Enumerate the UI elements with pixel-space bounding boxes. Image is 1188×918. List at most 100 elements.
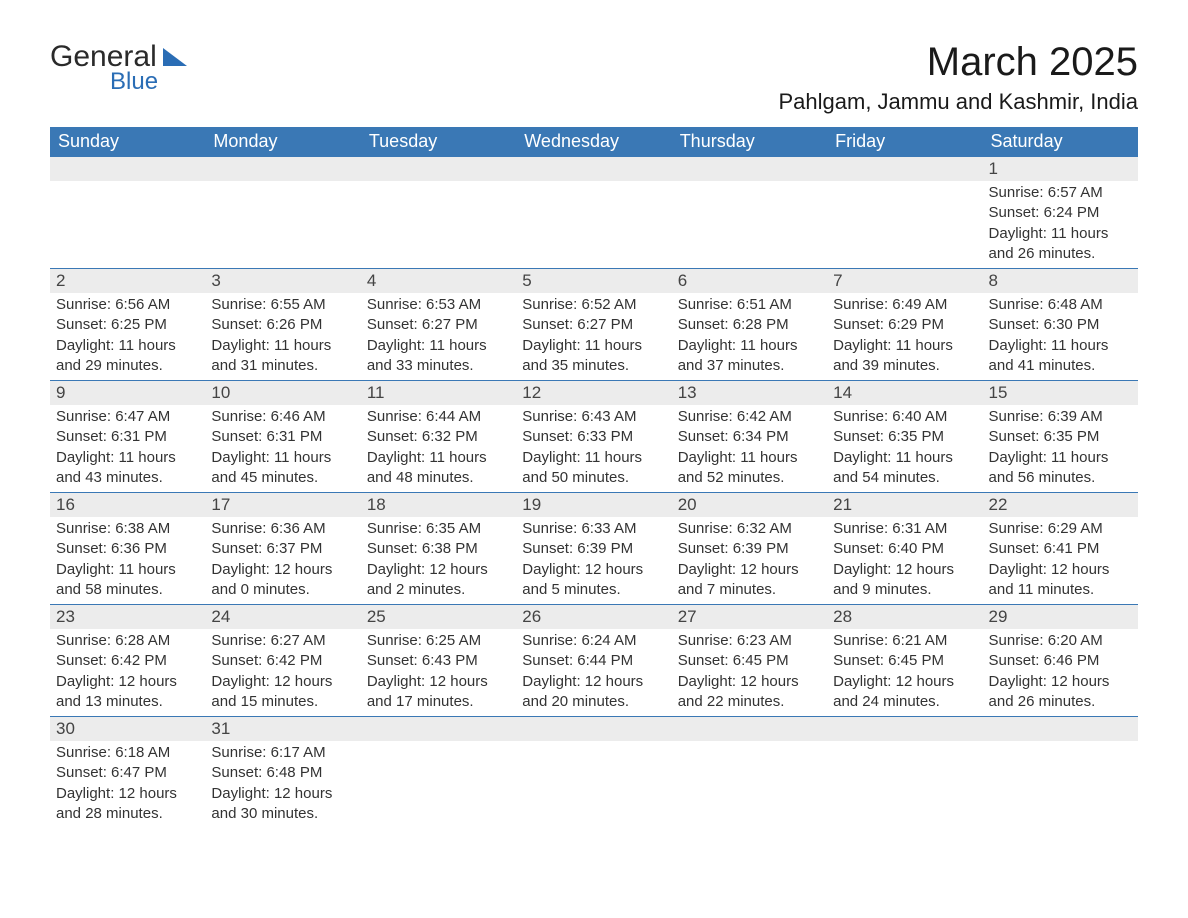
day-sunrise: Sunrise: 6:27 AM (211, 631, 354, 651)
day-sunrise: Sunrise: 6:46 AM (211, 407, 354, 427)
day-details: Sunrise: 6:24 AMSunset: 6:44 PMDaylight:… (516, 629, 671, 716)
day-details (516, 181, 671, 187)
weekday-header: Saturday (983, 127, 1138, 157)
day-day2: and 20 minutes. (522, 692, 665, 712)
calendar-day-cell: 24Sunrise: 6:27 AMSunset: 6:42 PMDayligh… (205, 605, 360, 717)
day-sunrise: Sunrise: 6:35 AM (367, 519, 510, 539)
calendar-day-cell: 14Sunrise: 6:40 AMSunset: 6:35 PMDayligh… (827, 381, 982, 493)
day-details (205, 181, 360, 187)
day-details (672, 741, 827, 747)
day-sunrise: Sunrise: 6:53 AM (367, 295, 510, 315)
calendar-day-cell: 11Sunrise: 6:44 AMSunset: 6:32 PMDayligh… (361, 381, 516, 493)
day-number: 8 (983, 269, 1138, 293)
day-day2: and 35 minutes. (522, 356, 665, 376)
day-details (361, 741, 516, 747)
day-details: Sunrise: 6:23 AMSunset: 6:45 PMDaylight:… (672, 629, 827, 716)
month-title: March 2025 (778, 40, 1138, 85)
calendar-day-cell: 2Sunrise: 6:56 AMSunset: 6:25 PMDaylight… (50, 269, 205, 381)
day-sunrise: Sunrise: 6:44 AM (367, 407, 510, 427)
day-number: 5 (516, 269, 671, 293)
calendar-day-cell: 27Sunrise: 6:23 AMSunset: 6:45 PMDayligh… (672, 605, 827, 717)
day-day1: Daylight: 12 hours (211, 672, 354, 692)
calendar-day-cell (827, 157, 982, 269)
day-day1: Daylight: 12 hours (833, 672, 976, 692)
calendar-day-cell: 18Sunrise: 6:35 AMSunset: 6:38 PMDayligh… (361, 493, 516, 605)
weekday-header-row: Sunday Monday Tuesday Wednesday Thursday… (50, 127, 1138, 157)
day-day1: Daylight: 12 hours (833, 560, 976, 580)
day-number: 13 (672, 381, 827, 405)
calendar-week-row: 23Sunrise: 6:28 AMSunset: 6:42 PMDayligh… (50, 605, 1138, 717)
day-details: Sunrise: 6:18 AMSunset: 6:47 PMDaylight:… (50, 741, 205, 828)
day-day2: and 33 minutes. (367, 356, 510, 376)
day-day2: and 45 minutes. (211, 468, 354, 488)
day-sunset: Sunset: 6:37 PM (211, 539, 354, 559)
day-day2: and 0 minutes. (211, 580, 354, 600)
day-number: 31 (205, 717, 360, 741)
day-day1: Daylight: 12 hours (989, 672, 1132, 692)
day-day1: Daylight: 11 hours (989, 448, 1132, 468)
calendar-week-row: 9Sunrise: 6:47 AMSunset: 6:31 PMDaylight… (50, 381, 1138, 493)
calendar-day-cell (516, 717, 671, 829)
day-number: 27 (672, 605, 827, 629)
calendar-week-row: 16Sunrise: 6:38 AMSunset: 6:36 PMDayligh… (50, 493, 1138, 605)
day-sunrise: Sunrise: 6:20 AM (989, 631, 1132, 651)
day-day1: Daylight: 11 hours (56, 448, 199, 468)
day-number (516, 157, 671, 181)
day-number: 1 (983, 157, 1138, 181)
day-day1: Daylight: 12 hours (989, 560, 1132, 580)
day-day2: and 7 minutes. (678, 580, 821, 600)
day-details: Sunrise: 6:33 AMSunset: 6:39 PMDaylight:… (516, 517, 671, 604)
day-sunset: Sunset: 6:39 PM (522, 539, 665, 559)
day-number (50, 157, 205, 181)
calendar-day-cell: 7Sunrise: 6:49 AMSunset: 6:29 PMDaylight… (827, 269, 982, 381)
day-number (827, 717, 982, 741)
calendar-day-cell: 9Sunrise: 6:47 AMSunset: 6:31 PMDaylight… (50, 381, 205, 493)
day-details (827, 181, 982, 187)
day-number: 16 (50, 493, 205, 517)
calendar-day-cell: 22Sunrise: 6:29 AMSunset: 6:41 PMDayligh… (983, 493, 1138, 605)
day-sunrise: Sunrise: 6:28 AM (56, 631, 199, 651)
calendar-day-cell: 17Sunrise: 6:36 AMSunset: 6:37 PMDayligh… (205, 493, 360, 605)
calendar-day-cell (983, 717, 1138, 829)
day-details (361, 181, 516, 187)
day-sunset: Sunset: 6:27 PM (367, 315, 510, 335)
day-details (516, 741, 671, 747)
day-number: 6 (672, 269, 827, 293)
day-number: 10 (205, 381, 360, 405)
day-number: 24 (205, 605, 360, 629)
day-sunrise: Sunrise: 6:36 AM (211, 519, 354, 539)
day-details (983, 741, 1138, 747)
day-day1: Daylight: 11 hours (211, 448, 354, 468)
calendar-day-cell (205, 157, 360, 269)
day-sunrise: Sunrise: 6:29 AM (989, 519, 1132, 539)
calendar-day-cell (361, 717, 516, 829)
day-sunset: Sunset: 6:29 PM (833, 315, 976, 335)
day-day2: and 41 minutes. (989, 356, 1132, 376)
day-details: Sunrise: 6:25 AMSunset: 6:43 PMDaylight:… (361, 629, 516, 716)
day-sunrise: Sunrise: 6:52 AM (522, 295, 665, 315)
calendar-week-row: 1Sunrise: 6:57 AMSunset: 6:24 PMDaylight… (50, 157, 1138, 269)
day-details (50, 181, 205, 187)
day-details (827, 741, 982, 747)
day-day2: and 50 minutes. (522, 468, 665, 488)
day-number: 7 (827, 269, 982, 293)
day-sunrise: Sunrise: 6:25 AM (367, 631, 510, 651)
day-number: 17 (205, 493, 360, 517)
weekday-header: Sunday (50, 127, 205, 157)
weekday-header: Wednesday (516, 127, 671, 157)
calendar-week-row: 2Sunrise: 6:56 AMSunset: 6:25 PMDaylight… (50, 269, 1138, 381)
day-number: 19 (516, 493, 671, 517)
calendar-day-cell: 12Sunrise: 6:43 AMSunset: 6:33 PMDayligh… (516, 381, 671, 493)
calendar-day-cell: 16Sunrise: 6:38 AMSunset: 6:36 PMDayligh… (50, 493, 205, 605)
day-day2: and 43 minutes. (56, 468, 199, 488)
day-details: Sunrise: 6:32 AMSunset: 6:39 PMDaylight:… (672, 517, 827, 604)
location-subtitle: Pahlgam, Jammu and Kashmir, India (778, 89, 1138, 115)
day-sunrise: Sunrise: 6:32 AM (678, 519, 821, 539)
day-day2: and 11 minutes. (989, 580, 1132, 600)
day-sunrise: Sunrise: 6:48 AM (989, 295, 1132, 315)
calendar-day-cell: 29Sunrise: 6:20 AMSunset: 6:46 PMDayligh… (983, 605, 1138, 717)
weekday-header: Friday (827, 127, 982, 157)
day-number (361, 717, 516, 741)
day-sunset: Sunset: 6:31 PM (211, 427, 354, 447)
day-day2: and 5 minutes. (522, 580, 665, 600)
